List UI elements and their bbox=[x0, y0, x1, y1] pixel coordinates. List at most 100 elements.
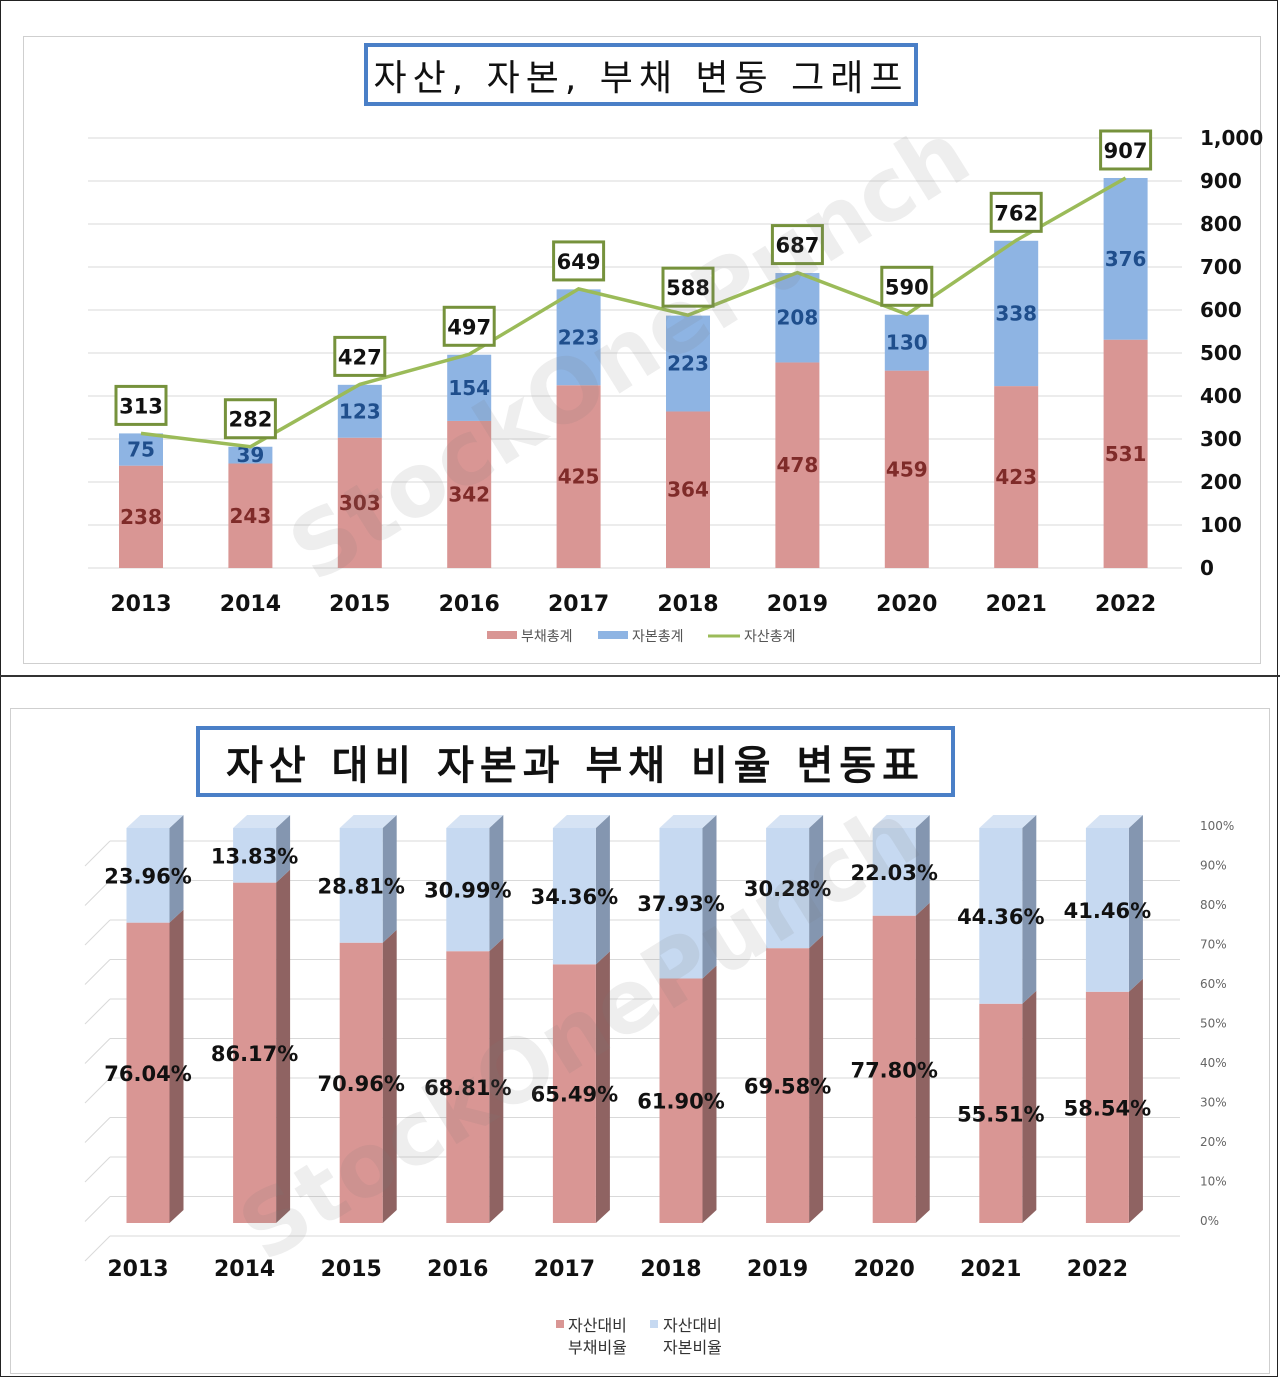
gridline-depth bbox=[84, 959, 111, 985]
gridline-depth bbox=[84, 1156, 111, 1183]
gridline-depth bbox=[84, 840, 111, 867]
legend-swatch-debt bbox=[487, 631, 517, 639]
x-tick-label: 2021 bbox=[986, 592, 1047, 617]
equity-ratio-bar-side bbox=[702, 815, 717, 979]
equity-ratio-bar-side bbox=[276, 815, 291, 883]
debt-ratio-bar bbox=[126, 922, 170, 1223]
assets-value-label: 687 bbox=[775, 234, 819, 258]
debt-bar bbox=[556, 385, 601, 568]
equity-ratio-bar-side bbox=[1022, 815, 1037, 1004]
equity-value-label: 130 bbox=[886, 331, 928, 355]
equity-ratio-bar bbox=[552, 828, 596, 965]
debt-bar bbox=[337, 437, 382, 568]
debt-ratio-bar-side bbox=[915, 902, 930, 1223]
equity-value-label: 338 bbox=[995, 301, 1037, 325]
y-tick-label: 60% bbox=[1200, 977, 1227, 991]
equity-bar bbox=[228, 446, 273, 464]
assets-value-box bbox=[1099, 129, 1153, 171]
equity-ratio-bar-top bbox=[659, 815, 717, 828]
equity-ratio-bar bbox=[1085, 828, 1129, 992]
legend-label-equity: 자본총계 bbox=[632, 629, 684, 645]
y-tick-label: 900 bbox=[1200, 169, 1242, 193]
legend-swatch-equity-ratio bbox=[650, 1320, 658, 1328]
equity-ratio-label: 30.28% bbox=[744, 877, 831, 901]
debt-bar bbox=[884, 370, 929, 568]
debt-ratio-label: 70.96% bbox=[317, 1072, 404, 1096]
debt-ratio-label: 69.58% bbox=[744, 1075, 831, 1099]
legend-label-assets: 자산총계 bbox=[744, 629, 796, 645]
y-tick-label: 80% bbox=[1200, 898, 1227, 912]
x-tick-label: 2014 bbox=[214, 1257, 275, 1282]
debt-ratio-bar-side bbox=[276, 869, 291, 1223]
equity-ratio-bar bbox=[659, 828, 703, 979]
debt-ratio-label: 65.49% bbox=[531, 1083, 618, 1107]
debt-ratio-bar bbox=[339, 942, 383, 1223]
equity-ratio-label: 37.93% bbox=[637, 892, 724, 916]
equity-value-label: 223 bbox=[558, 325, 600, 349]
x-tick-label: 2016 bbox=[427, 1257, 488, 1282]
debt-ratio-bar bbox=[446, 951, 490, 1223]
gridline-depth bbox=[84, 1117, 111, 1143]
equity-ratio-bar-top bbox=[233, 815, 291, 828]
debt-ratio-bar bbox=[659, 978, 703, 1223]
debt-ratio-label: 77.80% bbox=[850, 1058, 937, 1082]
x-tick-label: 2018 bbox=[640, 1257, 701, 1282]
debt-ratio-bar bbox=[872, 915, 916, 1223]
gridline-depth bbox=[84, 1235, 111, 1262]
gridline-depth bbox=[84, 1077, 111, 1104]
equity-ratio-bar-side bbox=[169, 815, 184, 923]
debt-ratio-bar bbox=[979, 1003, 1023, 1223]
equity-ratio-bar bbox=[766, 828, 810, 949]
equity-ratio-label: 44.36% bbox=[957, 905, 1044, 929]
equity-ratio-bar-top bbox=[979, 815, 1037, 828]
equity-ratio-label: 23.96% bbox=[104, 864, 191, 888]
debt-value-label: 423 bbox=[995, 465, 1037, 489]
equity-bar bbox=[119, 433, 163, 466]
debt-ratio-label: 86.17% bbox=[211, 1042, 298, 1066]
equity-ratio-bar-side bbox=[809, 815, 824, 949]
y-tick-label: 700 bbox=[1200, 255, 1242, 279]
debt-value-label: 459 bbox=[886, 457, 928, 481]
debt-value-label: 238 bbox=[120, 505, 162, 529]
debt-ratio-label: 61.90% bbox=[637, 1090, 724, 1114]
y-tick-label: 1,000 bbox=[1200, 126, 1263, 150]
x-tick-label: 2015 bbox=[329, 592, 390, 617]
equity-bar bbox=[775, 273, 820, 363]
y-tick-label: 10% bbox=[1200, 1175, 1227, 1189]
legend-swatch-equity bbox=[598, 631, 628, 639]
equity-value-label: 223 bbox=[667, 352, 709, 376]
assets-value-label: 313 bbox=[119, 394, 163, 418]
x-tick-label: 2013 bbox=[107, 1257, 168, 1282]
gridline-depth bbox=[84, 880, 111, 906]
y-tick-label: 0% bbox=[1200, 1214, 1219, 1228]
x-tick-label: 2013 bbox=[110, 592, 171, 617]
assets-line bbox=[140, 176, 1127, 449]
debt-bar bbox=[447, 420, 492, 568]
debt-ratio-bar bbox=[766, 948, 810, 1223]
equity-ratio-bar bbox=[872, 828, 916, 916]
debt-ratio-bar-side bbox=[1022, 990, 1037, 1223]
equity-ratio-bar-side bbox=[382, 815, 397, 943]
equity-ratio-bar-side bbox=[915, 815, 930, 916]
equity-value-label: 154 bbox=[448, 376, 490, 400]
y-tick-label: 200 bbox=[1200, 470, 1242, 494]
debt-ratio-bar-side bbox=[489, 938, 504, 1223]
debt-bar bbox=[119, 465, 163, 568]
x-tick-label: 2020 bbox=[854, 1257, 915, 1282]
legend-label-equity-ratio: 자본비율 bbox=[663, 1338, 722, 1357]
assets-value-box bbox=[114, 384, 168, 426]
equity-value-label: 123 bbox=[339, 399, 381, 423]
x-tick-label: 2017 bbox=[534, 1257, 595, 1282]
chart-panel-2 bbox=[10, 708, 1270, 1374]
legend-label-debt: 부채총계 bbox=[521, 629, 573, 645]
y-tick-label: 30% bbox=[1200, 1096, 1227, 1110]
debt-value-label: 478 bbox=[777, 453, 819, 477]
assets-value-box bbox=[880, 265, 934, 307]
assets-value-label: 762 bbox=[994, 201, 1038, 225]
debt-value-label: 364 bbox=[667, 478, 709, 502]
debt-ratio-label: 76.04% bbox=[104, 1062, 191, 1086]
y-tick-label: 400 bbox=[1200, 384, 1242, 408]
y-tick-label: 40% bbox=[1200, 1056, 1227, 1070]
equity-bar bbox=[556, 289, 601, 386]
